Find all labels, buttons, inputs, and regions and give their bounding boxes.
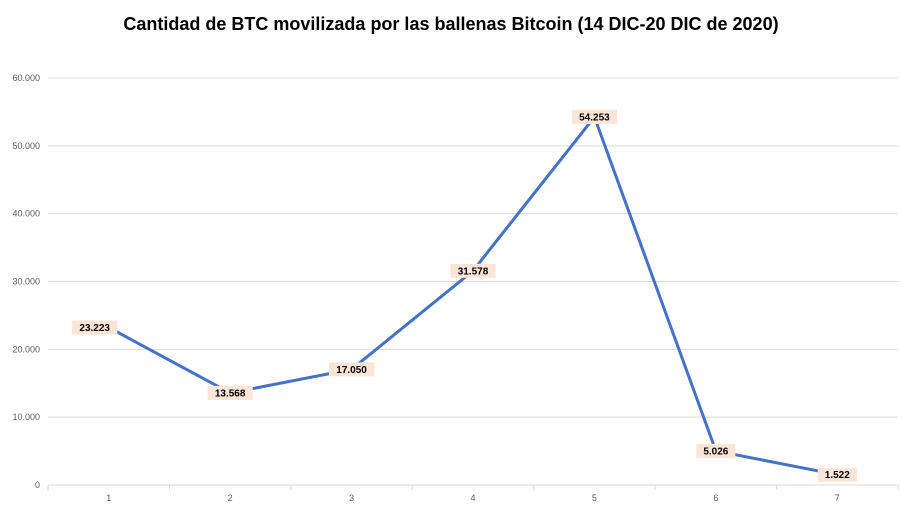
y-tick-label: 60.000 bbox=[12, 73, 40, 83]
data-label-group: 1.522 bbox=[817, 467, 857, 482]
data-label-box bbox=[450, 263, 496, 278]
chart-title: Cantidad de BTC movilizada por las balle… bbox=[123, 14, 779, 34]
data-label-box bbox=[817, 467, 857, 482]
x-tick-label: 5 bbox=[592, 493, 597, 503]
x-tick-label: 4 bbox=[470, 493, 475, 503]
x-tick-label: 7 bbox=[835, 493, 840, 503]
y-tick-label: 40.000 bbox=[12, 209, 40, 219]
y-tick-label: 0 bbox=[35, 480, 40, 490]
data-label-group: 31.578 bbox=[450, 263, 496, 278]
data-label: 23.223 bbox=[79, 323, 110, 334]
data-label-box bbox=[207, 385, 253, 400]
y-tick-label: 20.000 bbox=[12, 344, 40, 354]
data-label: 1.522 bbox=[825, 470, 850, 481]
y-tick-label: 10.000 bbox=[12, 412, 40, 422]
x-tick-label: 3 bbox=[349, 493, 354, 503]
x-tick-label: 2 bbox=[228, 493, 233, 503]
y-tick-label: 50.000 bbox=[12, 141, 40, 151]
data-label-box bbox=[571, 109, 618, 124]
x-tick-label: 6 bbox=[713, 493, 718, 503]
series-layer bbox=[107, 115, 839, 477]
data-label-box bbox=[72, 320, 118, 335]
data-label-group: 13.568 bbox=[207, 385, 253, 400]
data-label: 13.568 bbox=[215, 388, 246, 399]
grid-layer bbox=[48, 77, 898, 418]
data-label: 5.026 bbox=[703, 446, 728, 457]
data-label-layer: 23.223 13.568 17.050 31.578 54.253 5.026 1.522 bbox=[72, 109, 857, 482]
data-label-group: 54.253 bbox=[571, 109, 618, 124]
series-line bbox=[107, 115, 839, 477]
data-label-group: 5.026 bbox=[696, 443, 736, 458]
data-label: 54.253 bbox=[579, 112, 610, 123]
data-label: 31.578 bbox=[458, 266, 489, 277]
data-label: 17.050 bbox=[336, 365, 367, 376]
data-label-box bbox=[328, 362, 375, 377]
x-tick-label: 1 bbox=[106, 493, 111, 503]
data-label-box bbox=[696, 443, 736, 458]
y-tick-label: 30.000 bbox=[12, 277, 40, 287]
data-label-group: 23.223 bbox=[72, 320, 118, 335]
data-label-group: 17.050 bbox=[328, 362, 375, 377]
